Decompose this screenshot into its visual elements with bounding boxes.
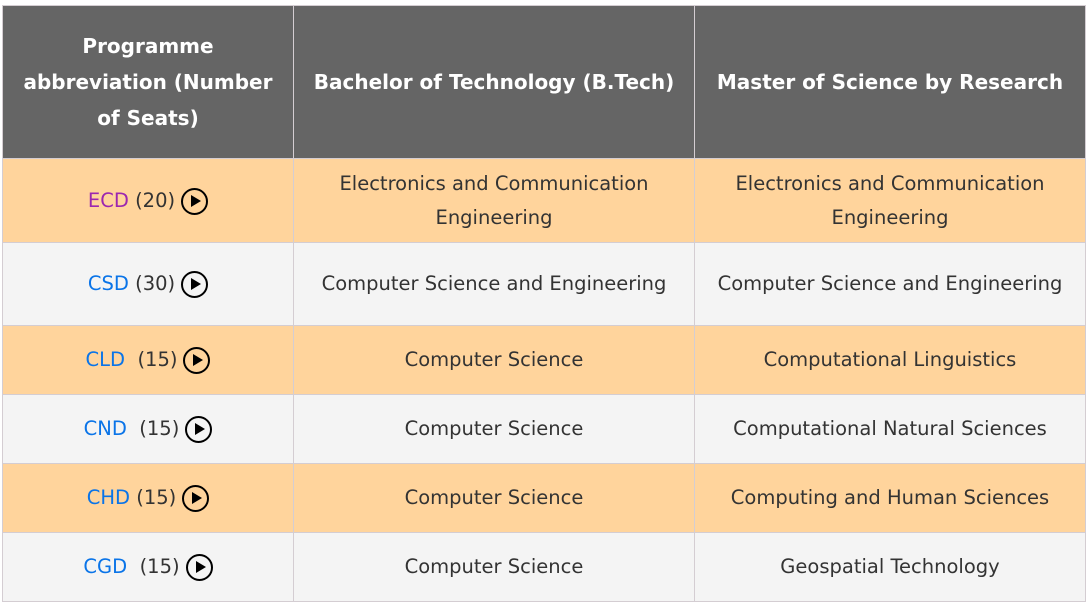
btech-cell: Computer Science xyxy=(293,532,695,602)
msr-cell: Computational Linguistics xyxy=(694,325,1086,395)
seat-count: (30) xyxy=(135,272,176,295)
programme-link-cld[interactable]: CLD xyxy=(85,348,126,371)
play-circle-icon[interactable] xyxy=(181,187,209,215)
programmes-table: Programme abbreviation (Number of Seats)… xyxy=(2,5,1086,602)
abbr-cell: CSD (30) xyxy=(2,242,294,326)
programme-link-chd[interactable]: CHD xyxy=(86,486,131,509)
programme-link-ecd[interactable]: ECD xyxy=(87,188,129,212)
msr-cell: Computer Science and Engineering xyxy=(694,242,1086,326)
table-row: CND (15) Computer Science Computational … xyxy=(2,394,1086,464)
abbr-cell: CGD (15) xyxy=(2,532,294,602)
btech-cell: Electronics and Communication Engineerin… xyxy=(293,158,695,243)
seat-count: (15) xyxy=(139,555,180,578)
table-header-row: Programme abbreviation (Number of Seats)… xyxy=(2,5,1086,159)
table-row: ECD (20) Electronics and Communication E… xyxy=(2,158,1086,243)
btech-cell: Computer Science and Engineering xyxy=(293,242,695,326)
abbr-cell: CND (15) xyxy=(2,394,294,464)
table-row: CGD (15) Computer Science Geospatial Tec… xyxy=(2,532,1086,602)
abbr-cell: ECD (20) xyxy=(2,158,294,243)
programme-link-cgd[interactable]: CGD xyxy=(83,555,128,578)
seat-count: (15) xyxy=(136,486,177,509)
table-row: CSD (30) Computer Science and Engineerin… xyxy=(2,242,1086,326)
msr-cell: Geospatial Technology xyxy=(694,532,1086,602)
abbr-cell: CHD (15) xyxy=(2,463,294,533)
play-circle-icon[interactable] xyxy=(181,271,209,298)
abbr-cell: CLD (15) xyxy=(2,325,294,395)
programme-link-csd[interactable]: CSD xyxy=(87,272,129,295)
table-row: CLD (15) Computer Science Computational … xyxy=(2,325,1086,395)
play-circle-icon[interactable] xyxy=(185,416,213,443)
msr-cell: Electronics and Communication Engineerin… xyxy=(694,158,1086,243)
btech-cell: Computer Science xyxy=(293,463,695,533)
seat-count: (20) xyxy=(135,188,176,212)
header-btech: Bachelor of Technology (B.Tech) xyxy=(293,5,695,159)
programme-link-cnd[interactable]: CND xyxy=(83,417,127,440)
seat-count: (15) xyxy=(139,417,180,440)
header-programme-abbreviation: Programme abbreviation (Number of Seats) xyxy=(2,5,294,159)
header-ms-research: Master of Science by Research xyxy=(694,5,1086,159)
btech-cell: Computer Science xyxy=(293,394,695,464)
play-circle-icon[interactable] xyxy=(185,554,213,581)
btech-cell: Computer Science xyxy=(293,325,695,395)
play-circle-icon[interactable] xyxy=(182,485,210,512)
msr-cell: Computational Natural Sciences xyxy=(694,394,1086,464)
table-row: CHD (15) Computer Science Computing and … xyxy=(2,463,1086,533)
msr-cell: Computing and Human Sciences xyxy=(694,463,1086,533)
play-circle-icon[interactable] xyxy=(183,347,211,374)
seat-count: (15) xyxy=(137,348,178,371)
